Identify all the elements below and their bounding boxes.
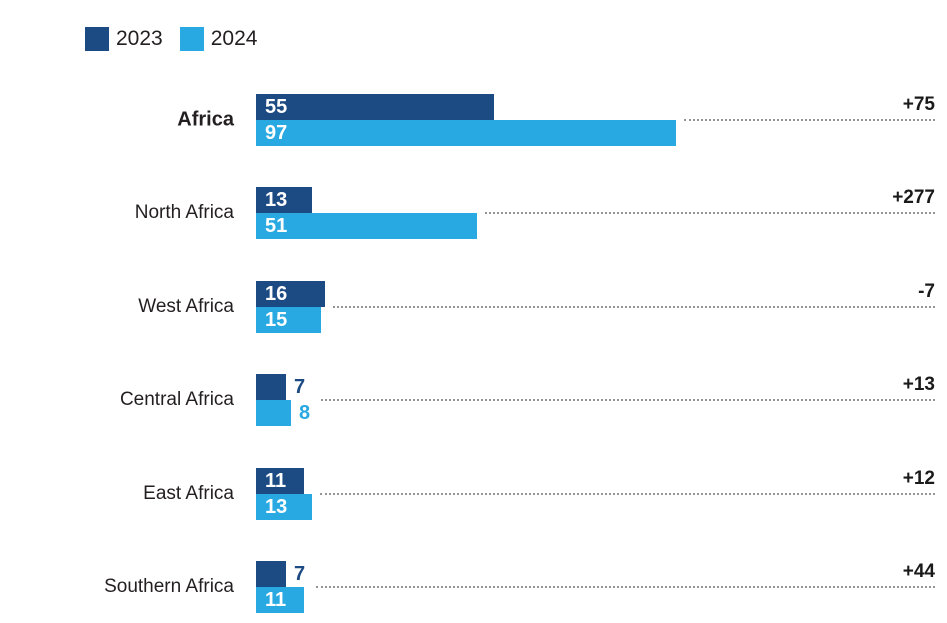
bar-value-label: 11 [265, 589, 287, 612]
bar-2024-east-africa: 13 [256, 493, 312, 520]
change-label: +75 [902, 93, 935, 115]
leader-line [316, 586, 935, 589]
chart-row-central-africa: Central Africa 7 8 +13 [0, 354, 947, 448]
legend-swatch-2024 [179, 27, 204, 51]
chart-row-west-africa: West Africa 16 15 -7 [0, 260, 947, 354]
bar-value-label: 13 [265, 495, 288, 518]
legend-label-2024: 2024 [210, 27, 258, 50]
change-label: +12 [902, 467, 935, 489]
legend-swatch-2023 [85, 27, 109, 51]
category-label: Southern Africa [104, 576, 234, 598]
chart-row-africa: Africa 55 97 +75 [0, 73, 947, 167]
chart-row-north-africa: North Africa 13 51 +277 [0, 167, 947, 261]
bar-2023-west-africa: 16 [256, 280, 325, 307]
bar-2024-southern-africa: 11 [256, 587, 304, 614]
bar-2023-africa: 55 [256, 93, 494, 120]
bar-value-label: 11 [265, 469, 287, 492]
bar-group: 13 51 [256, 187, 477, 240]
bar-2023-central-africa: 7 [256, 374, 305, 401]
category-label: North Africa [134, 202, 234, 224]
bar-value-label: 51 [265, 215, 288, 238]
bar-value-label: 7 [294, 376, 306, 399]
bar-2024-north-africa: 51 [256, 213, 477, 240]
legend: 2023 2024 [85, 27, 257, 51]
bar-2023-east-africa: 11 [256, 467, 304, 494]
legend-item-2023: 2023 [85, 27, 163, 51]
leader-line [321, 399, 935, 402]
leader-line [485, 212, 935, 215]
bar-2024-central-africa: 8 [256, 400, 310, 427]
change-label: -7 [918, 280, 935, 302]
bar-value-label: 7 [294, 563, 306, 586]
bar-2023-southern-africa: 7 [256, 561, 305, 588]
bar-2023-north-africa: 13 [256, 187, 312, 214]
bar-group: 55 97 [256, 93, 676, 146]
bar-value-label: 97 [265, 121, 288, 144]
bar-value-label: 15 [265, 308, 288, 331]
legend-item-2024: 2024 [179, 27, 258, 51]
change-label: +13 [902, 374, 935, 396]
bar-2024-west-africa: 15 [256, 306, 321, 333]
leader-line [333, 305, 935, 308]
legend-label-2023: 2023 [116, 27, 163, 50]
bar-chart: Africa 55 97 +75 North Africa 13 51 +277 West Af… [0, 73, 947, 623]
chart-row-southern-africa: Southern Africa 7 11 +44 [0, 541, 947, 623]
change-label: +277 [892, 187, 935, 209]
category-label: West Africa [138, 295, 234, 317]
chart-row-east-africa: East Africa 11 13 +12 [0, 447, 947, 541]
category-label: Africa [177, 108, 234, 131]
category-label: East Africa [143, 482, 234, 504]
change-label: +44 [902, 561, 935, 583]
category-label: Central Africa [119, 389, 234, 411]
leader-line [684, 118, 935, 121]
bar-value-label: 55 [265, 95, 288, 118]
bar-value-label: 13 [265, 189, 288, 212]
bar-group: 11 13 [256, 467, 312, 520]
bar-group: 16 15 [256, 280, 325, 333]
bar-value-label: 8 [299, 402, 311, 425]
bar-group: 7 11 [256, 561, 305, 614]
leader-line [320, 492, 935, 495]
bar-2024-africa: 97 [256, 119, 676, 146]
bar-value-label: 16 [265, 282, 288, 305]
